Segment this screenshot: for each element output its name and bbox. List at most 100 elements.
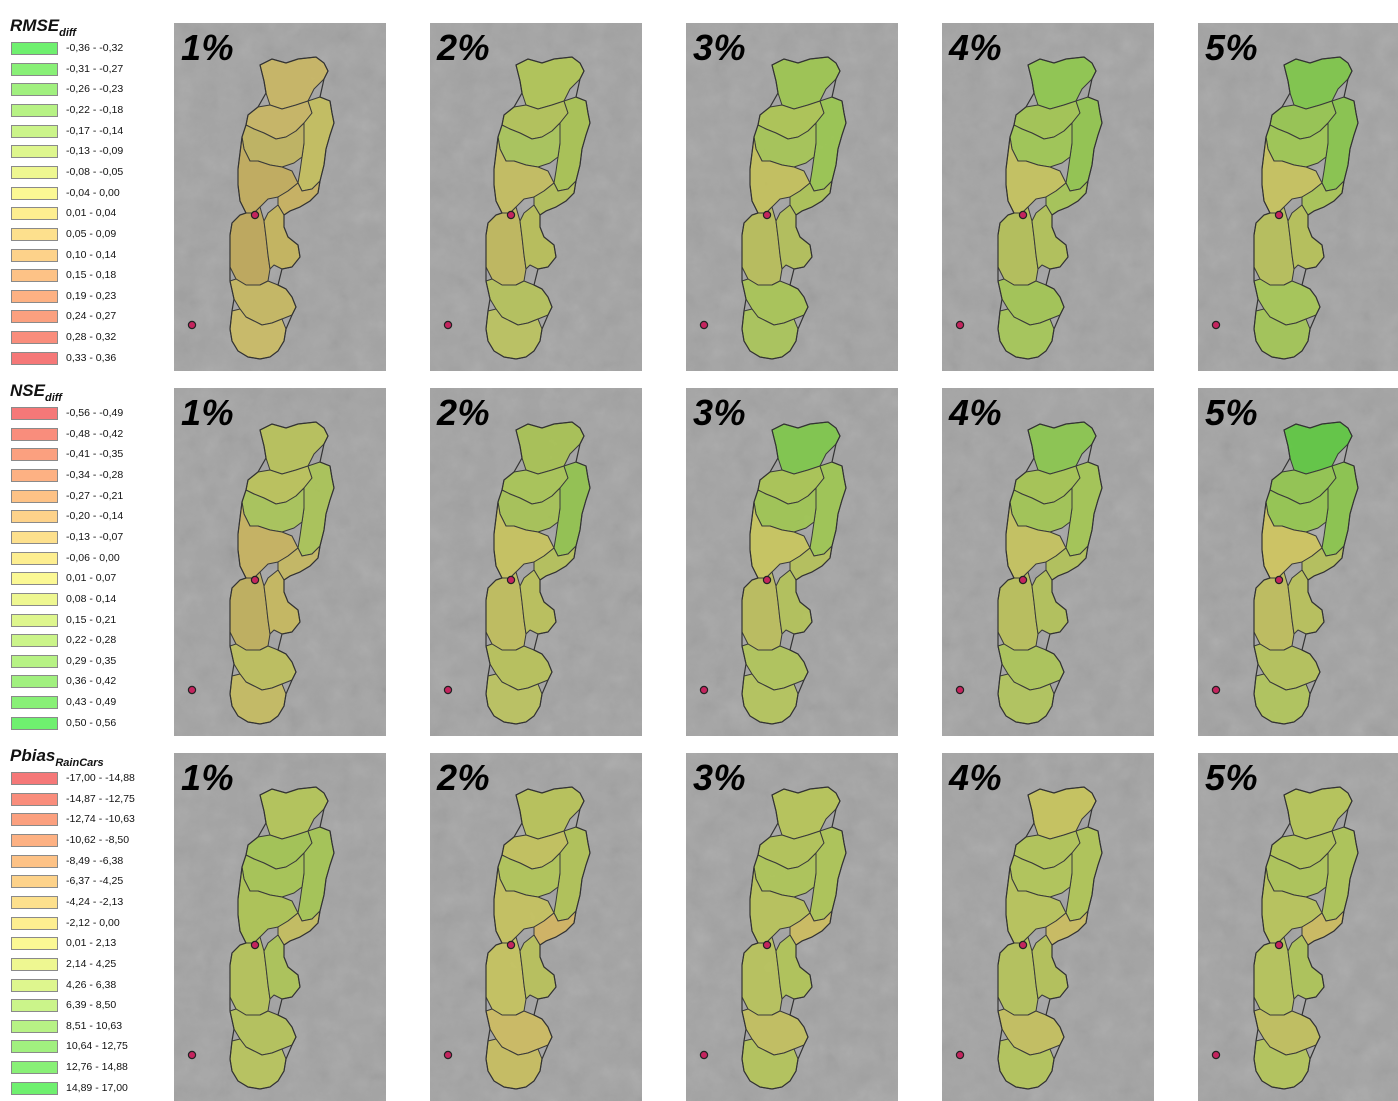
legend-swatch — [11, 854, 58, 868]
legend-label: -0,20 - -0,14 — [66, 510, 124, 523]
legend-item: -0,26 - -0,23 — [11, 83, 171, 97]
map-panel: 3% — [686, 23, 898, 371]
legend-label: 0,36 - 0,42 — [66, 675, 117, 688]
legend-label: -0,31 - -0,27 — [66, 62, 124, 75]
legend-item: -0,36 - -0,32 — [11, 42, 171, 56]
map-panel: 1% — [174, 23, 386, 371]
gauge-station-marker — [506, 575, 516, 585]
legend-label: -0,41 - -0,35 — [66, 448, 124, 461]
legend-swatch — [11, 427, 58, 441]
legend-label: -0,04 - 0,00 — [66, 186, 120, 199]
legend-item: 2,14 - 4,25 — [11, 957, 171, 972]
map-svg — [942, 23, 1154, 371]
legend-label: -8,49 - -6,38 — [66, 854, 124, 867]
map-svg — [686, 388, 898, 736]
legend-swatch — [11, 675, 58, 689]
legend-swatch — [11, 875, 58, 889]
gauge-station-marker — [1018, 210, 1028, 220]
legend-swatch — [11, 978, 58, 992]
legend-label: 0,28 - 0,32 — [66, 331, 117, 344]
percentage-label: 3% — [693, 27, 747, 68]
percentage-label: 4% — [949, 392, 1003, 433]
map-svg — [1198, 753, 1398, 1101]
legend-label: 8,51 - 10,63 — [66, 1019, 123, 1032]
legend-swatch — [11, 957, 58, 971]
legend-item: -2,12 - 0,00 — [11, 916, 171, 931]
legend-item: -0,31 - -0,27 — [11, 62, 171, 77]
catchment-outline — [741, 421, 847, 725]
legend-item: -0,13 - -0,09 — [11, 145, 171, 159]
map-panel: 4% — [942, 388, 1154, 736]
gauge-station-marker — [1211, 320, 1221, 330]
legend-item: -12,74 - -10,63 — [11, 813, 171, 827]
gauge-station-marker — [955, 685, 965, 695]
map-panel: 1% — [174, 753, 386, 1101]
legend-item: 0,01 - 0,04 — [11, 207, 171, 221]
legend-swatch — [11, 1081, 58, 1095]
map-panel: 5% — [1198, 23, 1398, 371]
map-svg — [942, 753, 1154, 1101]
legend-label: -12,74 - -10,63 — [66, 813, 135, 826]
legend-label: 0,01 - 0,07 — [66, 572, 117, 585]
legend-item: -0,20 - -0,14 — [11, 510, 171, 524]
legend-item: 0,15 - 0,21 — [11, 613, 171, 628]
gauge-station-marker — [699, 320, 709, 330]
gauge-station-marker — [443, 320, 453, 330]
legend-label: -10,62 - -8,50 — [66, 833, 130, 846]
legend-swatch — [11, 248, 58, 262]
percentage-label: 5% — [1205, 757, 1259, 798]
legend-label: 6,39 - 8,50 — [66, 999, 117, 1012]
map-svg — [430, 388, 642, 736]
legend-label: 0,50 - 0,56 — [66, 716, 117, 729]
legend-swatch — [11, 772, 58, 785]
legend-swatch — [11, 937, 58, 951]
legend-swatch — [11, 716, 58, 730]
legend-pbias: PbiasRainCars -17,00 - -14,88 -14,87 - -12… — [0, 746, 170, 1098]
percentage-label: 4% — [949, 27, 1003, 68]
legend-item: 0,19 - 0,23 — [11, 289, 171, 304]
gauge-station-marker — [955, 1050, 965, 1060]
legend-label: 0,01 - 2,13 — [66, 937, 117, 950]
map-svg — [1198, 388, 1398, 736]
catchment-outline — [229, 421, 335, 725]
gauge-station-marker — [762, 575, 772, 585]
percentage-label: 5% — [1205, 27, 1259, 68]
legend-swatch — [11, 634, 58, 648]
legend-item: 12,76 - 14,88 — [11, 1061, 171, 1075]
gauge-station-marker — [1274, 210, 1284, 220]
legend-item: -0,41 - -0,35 — [11, 448, 171, 462]
legend-item: -4,24 - -2,13 — [11, 895, 171, 910]
gauge-station-marker — [699, 1050, 709, 1060]
legend-item: -6,37 - -4,25 — [11, 875, 171, 889]
legend-swatch — [11, 1040, 58, 1054]
legend-item: 0,24 - 0,27 — [11, 310, 171, 324]
legend-item: 8,51 - 10,63 — [11, 1019, 171, 1034]
legend-swatch — [11, 331, 58, 345]
legend-swatch — [11, 42, 58, 55]
legend-item: 14,89 - 17,00 — [11, 1081, 171, 1096]
legend-swatch — [11, 696, 58, 710]
legend-label: -6,37 - -4,25 — [66, 875, 124, 888]
legend-label: -0,13 - -0,07 — [66, 530, 124, 543]
catchment-outline — [229, 786, 335, 1090]
legend-swatch — [11, 407, 58, 420]
legend-item: -0,22 - -0,18 — [11, 103, 171, 118]
legend-label: -2,12 - 0,00 — [66, 916, 120, 929]
map-panel: 1% — [174, 388, 386, 736]
legend-item: 0,36 - 0,42 — [11, 675, 171, 689]
legend-swatch — [11, 165, 58, 179]
map-panel: 2% — [430, 23, 642, 371]
catchment-outline — [741, 56, 847, 360]
legend-item: 0,15 - 0,18 — [11, 269, 171, 283]
legend-nse: NSEdiff -0,56 - -0,49 -0,48 - -0,42 -0,41 -… — [0, 381, 170, 731]
map-panel: 3% — [686, 388, 898, 736]
legend-swatch — [11, 654, 58, 668]
map-svg — [686, 753, 898, 1101]
legend-label: -0,17 - -0,14 — [66, 124, 124, 137]
legend-swatch — [11, 572, 58, 586]
legend-item: -10,62 - -8,50 — [11, 833, 171, 848]
legend-swatch — [11, 83, 58, 97]
map-panel: 4% — [942, 23, 1154, 371]
gauge-station-marker — [1211, 685, 1221, 695]
map-svg — [1198, 23, 1398, 371]
